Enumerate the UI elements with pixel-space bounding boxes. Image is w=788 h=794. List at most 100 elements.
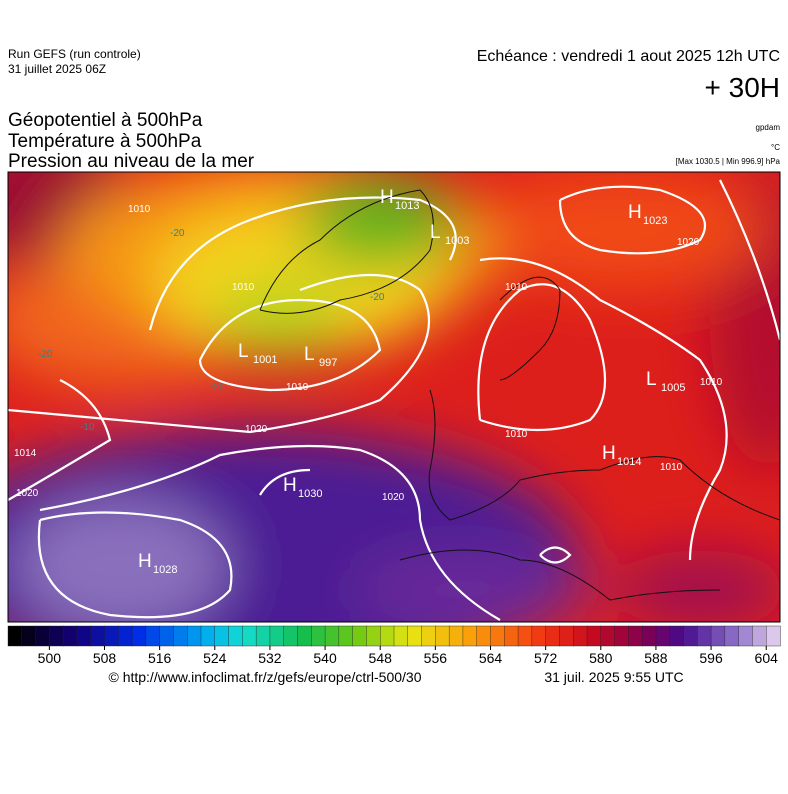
contour-label: 1010 bbox=[700, 377, 723, 388]
colorbar-swatch bbox=[324, 625, 340, 647]
colorbar-tick-label: 524 bbox=[203, 650, 227, 666]
contour-label: 1020 bbox=[245, 424, 268, 435]
colorbar-swatch bbox=[462, 625, 478, 647]
colorbar-tick-label: 556 bbox=[424, 650, 448, 666]
contour-label: 1020 bbox=[16, 488, 39, 499]
colorbar-swatch bbox=[697, 625, 712, 647]
center-letter: H bbox=[380, 187, 394, 208]
colorbar-swatch bbox=[283, 625, 299, 647]
colorbar-swatch bbox=[200, 625, 216, 647]
colorbar-tick-label: 500 bbox=[38, 650, 62, 666]
unit: gpdam bbox=[756, 123, 781, 132]
lead-time: + 30H bbox=[705, 72, 781, 103]
colorbar-swatch bbox=[35, 625, 51, 647]
contour-label: -20 bbox=[370, 292, 385, 303]
colorbar-swatch bbox=[242, 625, 257, 647]
colorbar-swatch bbox=[380, 625, 395, 647]
field: Température à 500hPa bbox=[8, 131, 202, 152]
colorbar-tick-label: 588 bbox=[644, 650, 668, 666]
colorbar-swatch bbox=[738, 625, 754, 647]
colorbar-swatch bbox=[641, 625, 657, 647]
run: Run GEFS (run controle) bbox=[8, 47, 141, 61]
colorbar-swatch bbox=[435, 625, 450, 647]
field: Pression au niveau de la mer bbox=[8, 151, 255, 172]
contour-label: 1010 bbox=[660, 462, 683, 473]
colorbar-swatch bbox=[62, 625, 78, 647]
colorbar-tick-label: 532 bbox=[258, 650, 282, 666]
colorbar-swatch bbox=[752, 625, 767, 647]
colorbar-swatch bbox=[517, 625, 533, 647]
colorbar-swatch bbox=[559, 625, 574, 647]
contour-label: -20 bbox=[38, 349, 53, 360]
colorbar-swatch bbox=[228, 625, 244, 647]
colorbar-swatch bbox=[683, 625, 698, 647]
field: Géopotentiel à 500hPa bbox=[8, 110, 203, 131]
contour-label: 1010 bbox=[505, 282, 528, 293]
colorbar-swatch bbox=[7, 625, 23, 647]
valid-time: Echéance : vendredi 1 aout 2025 12h UTC bbox=[477, 48, 780, 65]
center-value: 1023 bbox=[643, 215, 667, 227]
colorbar-swatch bbox=[724, 625, 740, 647]
colorbar-swatch bbox=[338, 625, 354, 647]
colorbar-swatch bbox=[131, 625, 147, 647]
colorbar-swatch bbox=[366, 625, 381, 647]
contour-label: -20 bbox=[170, 228, 185, 239]
colorbar-tick-label: 548 bbox=[369, 650, 393, 666]
center-value: 1003 bbox=[445, 235, 469, 247]
colorbar-swatch bbox=[173, 625, 188, 647]
contour-label: 1010 bbox=[286, 382, 309, 393]
colorbar-swatch bbox=[297, 625, 312, 647]
colorbar-swatch bbox=[531, 625, 547, 647]
colorbar-swatch bbox=[586, 625, 602, 647]
colorbar-swatch bbox=[187, 625, 202, 647]
colorbar-swatch bbox=[710, 625, 726, 647]
colorbar-swatch bbox=[476, 625, 492, 647]
contour-label: 1014 bbox=[14, 448, 37, 459]
center-value: 1013 bbox=[395, 200, 419, 212]
colorbar-swatch bbox=[118, 625, 133, 647]
colorbar-swatch bbox=[600, 625, 616, 647]
contour-label: 1020 bbox=[677, 237, 700, 248]
center-value: 1030 bbox=[298, 488, 322, 500]
colorbar-swatch bbox=[90, 625, 106, 647]
colorbar-swatch bbox=[490, 625, 505, 647]
colorbar-tick-label: 596 bbox=[699, 650, 723, 666]
unit: °C bbox=[771, 143, 780, 152]
colorbar-swatch bbox=[655, 625, 671, 647]
colorbar-swatch bbox=[269, 625, 285, 647]
contour-label: -10 bbox=[80, 422, 95, 433]
center-letter: L bbox=[646, 369, 657, 390]
colorbar-swatch bbox=[628, 625, 643, 647]
colorbar-swatch bbox=[766, 625, 781, 647]
colorbar-swatch bbox=[49, 625, 64, 647]
colorbar-swatch bbox=[145, 625, 161, 647]
colorbar-tick-label: 580 bbox=[589, 650, 613, 666]
center-letter: L bbox=[304, 344, 315, 365]
colorbar-swatch bbox=[407, 625, 423, 647]
contour-label: 1010 bbox=[505, 429, 528, 440]
center-value: 1001 bbox=[253, 354, 277, 366]
colorbar-swatch bbox=[352, 625, 368, 647]
colorbar-tick-label: 540 bbox=[313, 650, 337, 666]
colorbar-swatch bbox=[504, 625, 519, 647]
center-letter: H bbox=[138, 551, 152, 572]
colorbar-swatch bbox=[159, 625, 175, 647]
center-value: 1005 bbox=[661, 382, 685, 394]
center-value: 997 bbox=[319, 357, 337, 369]
colorbar-swatch bbox=[545, 625, 561, 647]
run-date: 31 juillet 2025 06Z bbox=[8, 62, 106, 76]
colorbar-swatch bbox=[311, 625, 326, 647]
colorbar-swatch bbox=[614, 625, 630, 647]
center-letter: H bbox=[628, 202, 642, 223]
colorbar-swatch bbox=[393, 625, 409, 647]
center-letter: L bbox=[238, 341, 249, 362]
center-value: 1014 bbox=[617, 456, 641, 468]
colorbar-swatch bbox=[421, 625, 437, 647]
colorbar: 500 508 516 524 532 540 548 556 564 572 580 588 596 6… bbox=[7, 625, 781, 666]
colorbar-tick-label: 572 bbox=[534, 650, 558, 666]
colorbar-swatch bbox=[76, 625, 92, 647]
colorbar-tick-label: 564 bbox=[479, 650, 503, 666]
contour-label: 1020 bbox=[382, 492, 405, 503]
